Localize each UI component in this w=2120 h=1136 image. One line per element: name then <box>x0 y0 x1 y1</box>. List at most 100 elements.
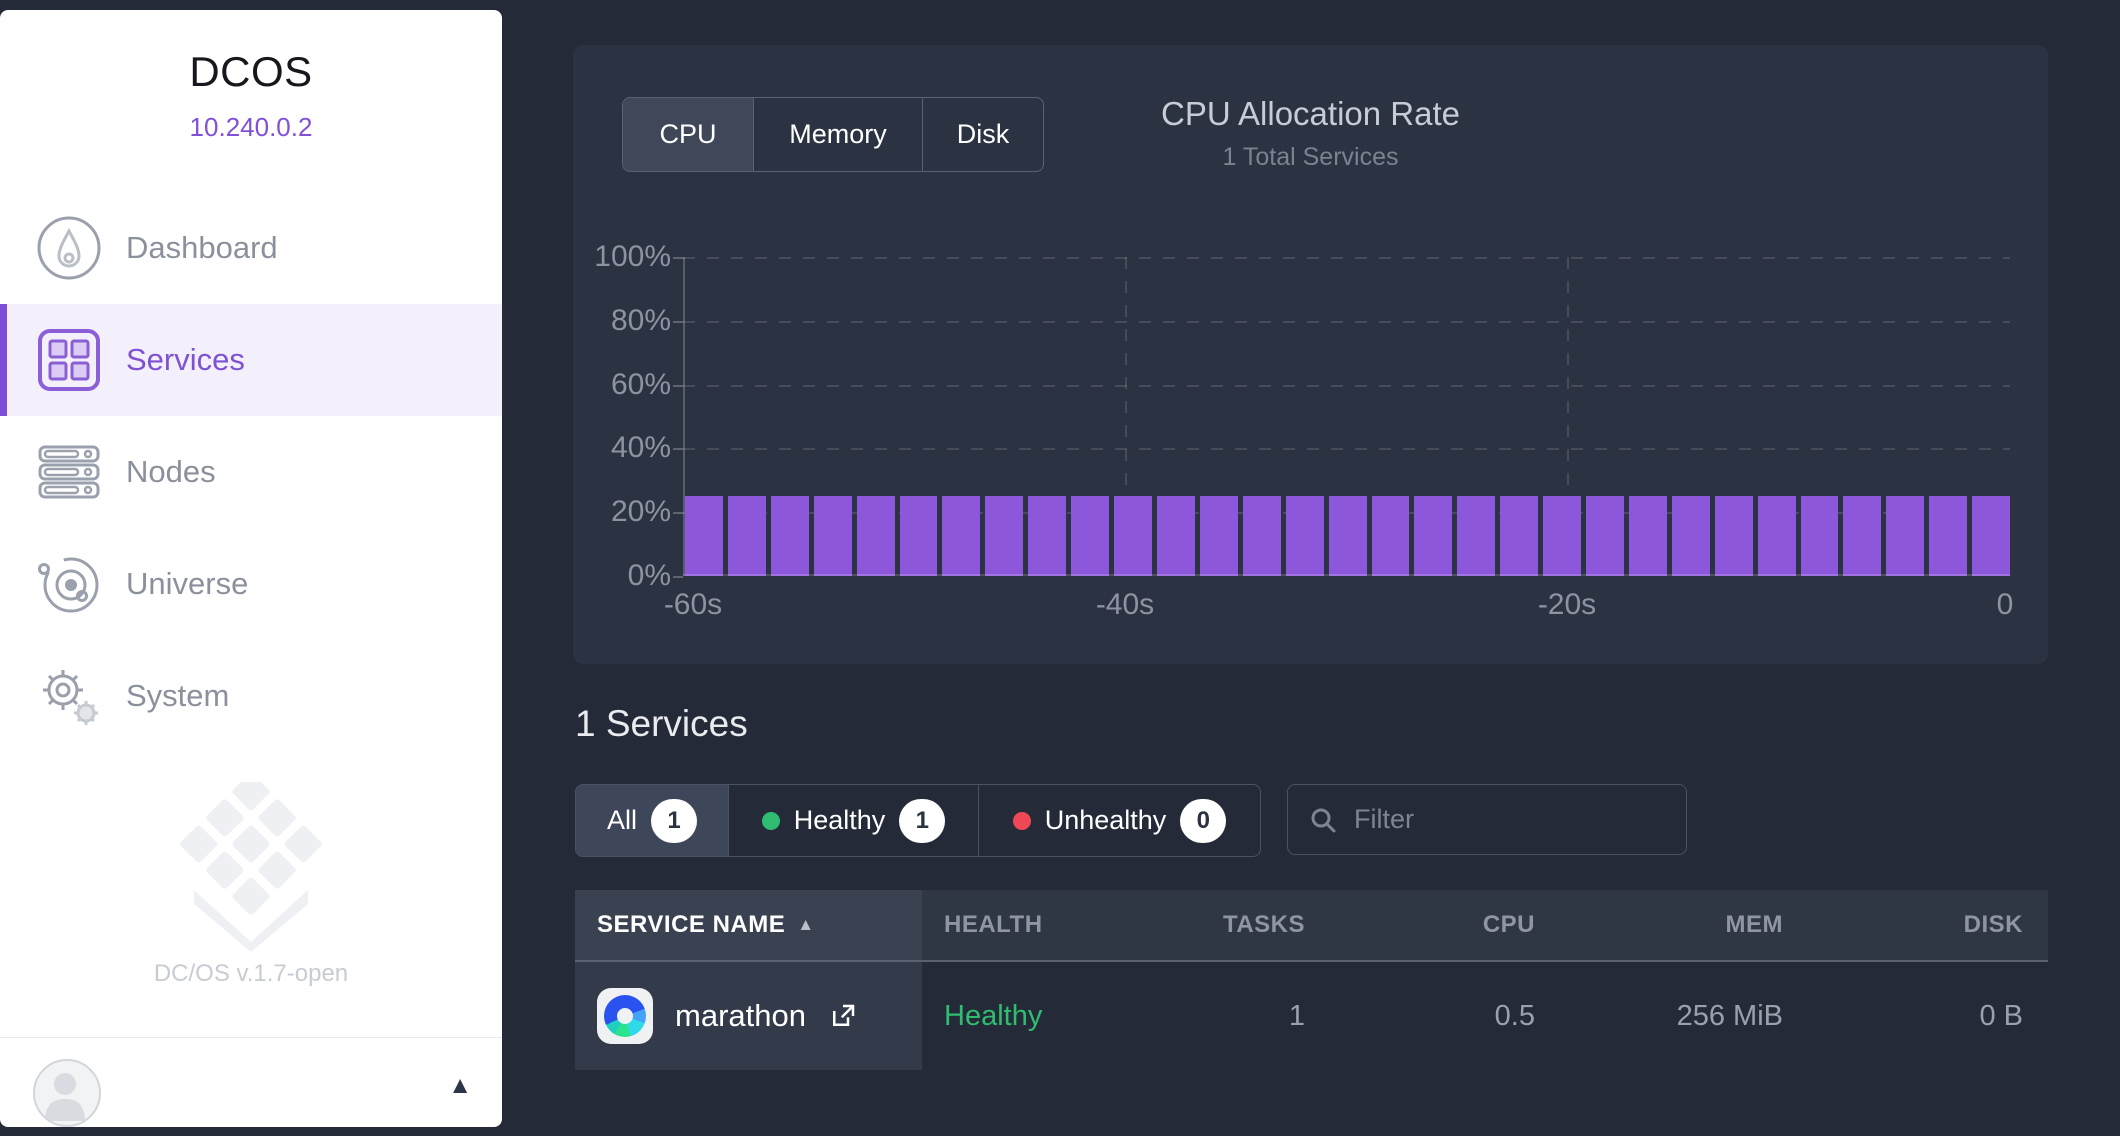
table-header-row: SERVICE NAME ▲ HEALTH TASKS CPU MEM DISK <box>575 890 2048 962</box>
main-content: CPU Memory Disk CPU Allocation Rate 1 To… <box>502 0 2120 1136</box>
tab-cpu[interactable]: CPU <box>623 98 753 171</box>
chart-bar <box>942 496 981 576</box>
sidebar-divider <box>0 1037 502 1038</box>
y-tick <box>673 384 683 387</box>
user-row: ▲ <box>0 1038 502 1127</box>
y-axis-line <box>683 257 685 576</box>
user-menu-caret-icon[interactable]: ▲ <box>448 1072 472 1099</box>
marathon-logo-icon <box>597 988 653 1044</box>
column-header-health[interactable]: HEALTH <box>922 890 1162 960</box>
chart-bar <box>727 496 766 576</box>
y-tick-label: 60% <box>610 367 671 401</box>
bar-series <box>685 257 2011 576</box>
column-header-mem[interactable]: MEM <box>1535 890 1783 960</box>
chart-card: CPU Memory Disk CPU Allocation Rate 1 To… <box>573 45 2048 664</box>
chart-bar <box>770 496 809 576</box>
count-badge: 0 <box>1180 798 1227 843</box>
chart-bar <box>1543 496 1582 576</box>
tab-disk[interactable]: Disk <box>922 98 1043 171</box>
chart-bar <box>899 496 938 576</box>
chart-bar <box>1929 496 1968 576</box>
x-tick-label: -60s <box>663 588 723 621</box>
filter-healthy-button[interactable]: Healthy 1 <box>728 785 978 856</box>
sidebar-item-label: Nodes <box>126 454 216 489</box>
resource-tab-group: CPU Memory Disk <box>622 97 1044 172</box>
y-tick <box>673 320 683 323</box>
column-header-tasks[interactable]: TASKS <box>1162 890 1305 960</box>
y-tick <box>673 448 683 451</box>
chart-bar <box>1114 496 1152 576</box>
y-tick <box>673 512 683 515</box>
filter-unhealthy-button[interactable]: Unhealthy 0 <box>978 785 1260 856</box>
user-avatar[interactable] <box>33 1059 101 1127</box>
gridline <box>683 448 2010 451</box>
y-tick-label: 100% <box>594 240 671 273</box>
nodes-servers-icon <box>36 439 102 505</box>
services-table: SERVICE NAME ▲ HEALTH TASKS CPU MEM DISK… <box>575 890 2048 1070</box>
cpu-cell: 0.5 <box>1494 999 1535 1032</box>
search-icon <box>1308 805 1338 835</box>
column-header-disk[interactable]: DISK <box>1783 890 2048 960</box>
sidebar-item-system[interactable]: System <box>0 640 502 752</box>
filter-label: Unhealthy <box>1044 805 1167 835</box>
gridline <box>683 320 2010 323</box>
chart-bar <box>1586 496 1624 576</box>
sort-asc-icon: ▲ <box>797 915 815 934</box>
column-header-cpu[interactable]: CPU <box>1305 890 1535 960</box>
external-link-icon[interactable] <box>828 1001 858 1031</box>
gears-icon <box>36 663 102 729</box>
chart-bar <box>985 496 1024 576</box>
y-tick-label: 0% <box>627 559 671 592</box>
chart-bar <box>1285 496 1324 576</box>
y-tick <box>673 257 683 259</box>
sidebar-item-label: System <box>126 678 230 713</box>
filter-all-button[interactable]: All 1 <box>576 785 728 856</box>
cluster-name: DCOS <box>189 48 313 95</box>
universe-orbit-icon <box>36 551 102 617</box>
cluster-ip-link[interactable]: 10.240.0.2 <box>189 112 313 142</box>
chart-bar <box>1843 496 1882 576</box>
service-name[interactable]: marathon <box>675 998 806 1033</box>
chart-bar <box>1800 496 1839 576</box>
chart-bar <box>1886 496 1925 576</box>
tab-memory[interactable]: Memory <box>753 98 922 171</box>
gridline <box>683 384 2010 387</box>
y-tick-label: 80% <box>610 303 671 337</box>
chart-bar <box>1414 496 1453 576</box>
count-badge: 1 <box>651 798 697 843</box>
y-tick <box>673 576 683 578</box>
chart-bar <box>856 496 895 576</box>
chart-bar <box>1199 496 1238 576</box>
chart-bar <box>1714 496 1753 576</box>
gridline <box>1567 257 1569 576</box>
sidebar-item-universe[interactable]: Universe <box>0 528 502 640</box>
sidebar-item-dashboard[interactable]: Dashboard <box>0 192 502 304</box>
table-row[interactable]: marathon Healthy 1 0.5 256 MiB 0 <box>575 962 2048 1070</box>
services-count-heading: 1 Services <box>575 703 748 744</box>
x-tick-label: 0 <box>1996 588 2014 621</box>
chart-bar <box>1671 496 1710 576</box>
disk-cell: 0 B <box>1979 999 2023 1032</box>
sidebar-nav: Dashboard Services <box>0 192 502 752</box>
mem-cell: 256 MiB <box>1676 999 1783 1032</box>
filter-label: Healthy <box>793 805 886 835</box>
filter-input[interactable] <box>1352 803 1710 836</box>
sidebar-item-nodes[interactable]: Nodes <box>0 416 502 528</box>
tasks-cell: 1 <box>1288 999 1305 1032</box>
sidebar: DCOS 10.240.0.2 Dashboard <box>0 10 502 1127</box>
unhealthy-dot-icon <box>1012 811 1031 830</box>
sidebar-item-label: Services <box>126 342 245 377</box>
health-filter-group: All 1 Healthy 1 Unhealthy 0 <box>575 784 1261 857</box>
gridline <box>1125 257 1127 576</box>
sidebar-item-services[interactable]: Services <box>0 304 502 416</box>
x-axis-line <box>683 574 2010 576</box>
column-header-service-name[interactable]: SERVICE NAME ▲ <box>575 890 922 960</box>
chart-bar <box>1628 496 1667 576</box>
chart-bar <box>1242 496 1281 576</box>
chart-bar <box>1500 496 1539 576</box>
chart-bar <box>813 496 852 576</box>
chart-bar <box>1028 496 1067 576</box>
gridline <box>683 257 2010 259</box>
dcos-version: DC/OS v.1.7-open <box>153 960 349 987</box>
brand: DCOS 10.240.0.2 <box>0 48 502 143</box>
